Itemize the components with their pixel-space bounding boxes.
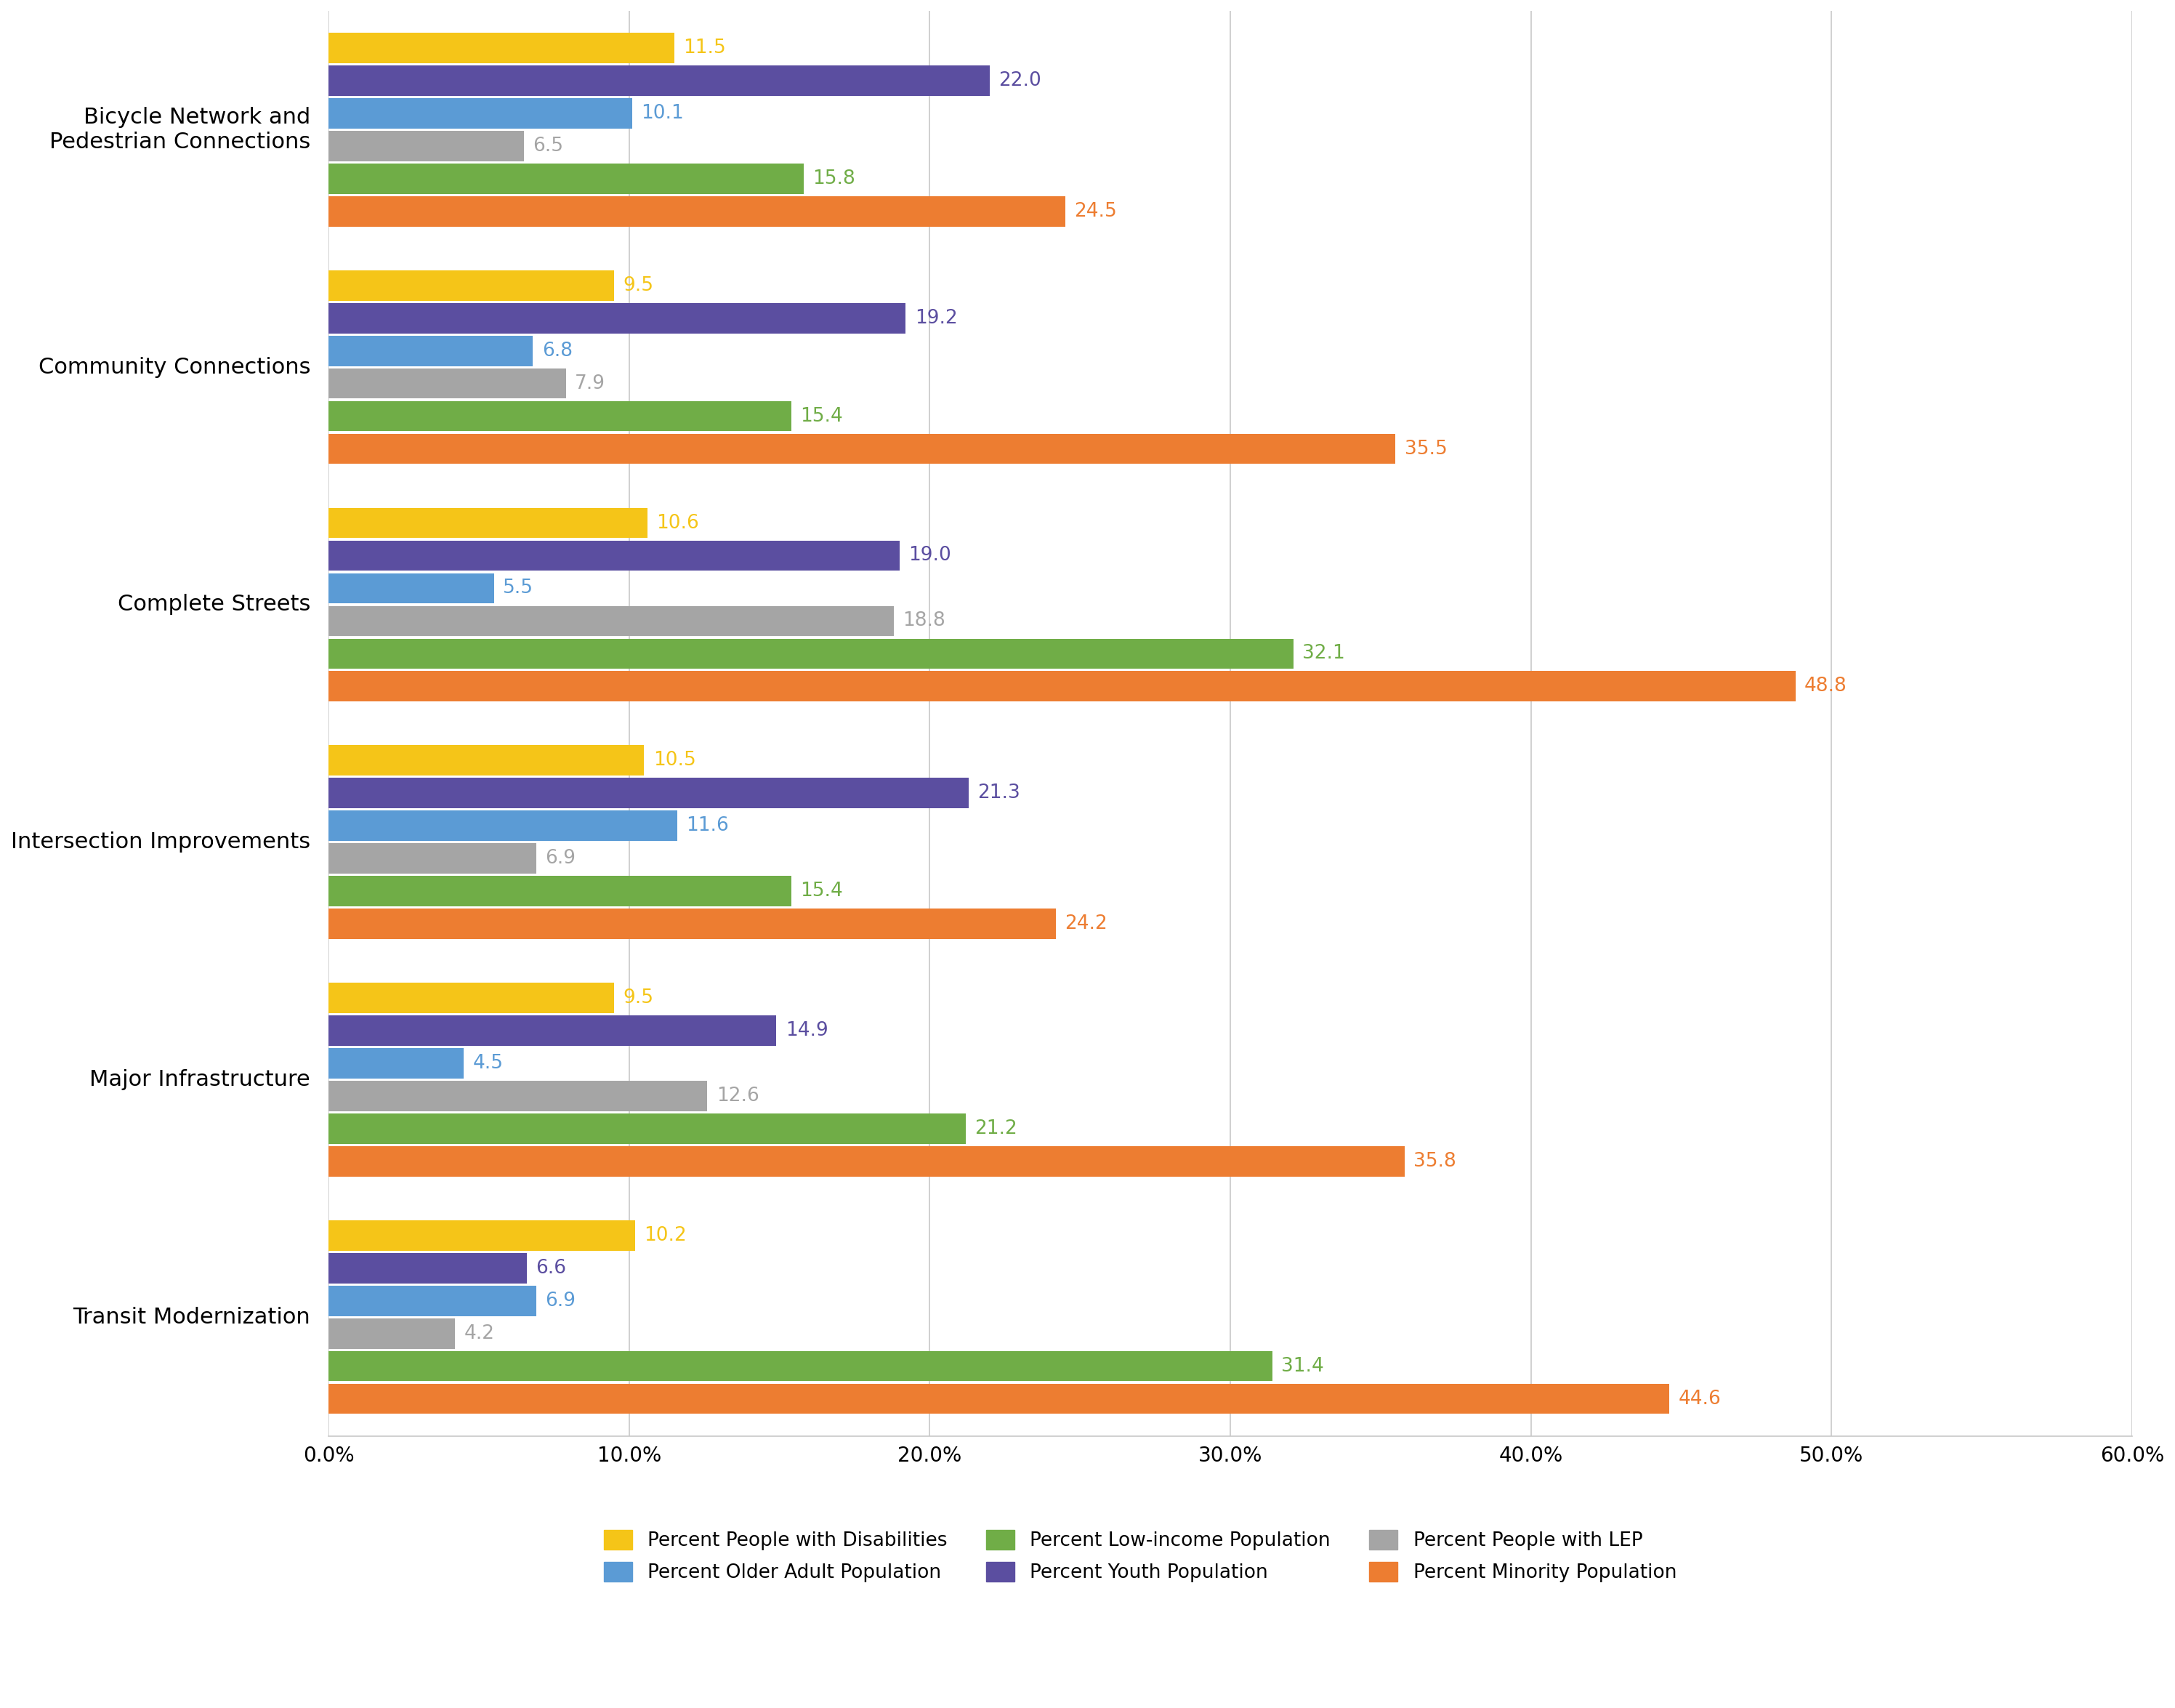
Bar bbox=[328, 745, 644, 775]
Bar bbox=[328, 1286, 535, 1315]
Text: 44.6: 44.6 bbox=[1679, 1389, 1720, 1409]
Text: 19.0: 19.0 bbox=[909, 547, 950, 565]
Bar bbox=[328, 507, 648, 538]
Bar bbox=[328, 1081, 707, 1112]
Text: 11.6: 11.6 bbox=[687, 816, 729, 835]
Text: 24.5: 24.5 bbox=[1074, 202, 1116, 220]
Text: 21.3: 21.3 bbox=[979, 784, 1020, 803]
Text: 6.9: 6.9 bbox=[546, 849, 576, 868]
Bar bbox=[328, 196, 1066, 227]
Bar bbox=[328, 65, 990, 96]
Text: 12.6: 12.6 bbox=[716, 1086, 759, 1105]
Text: 35.5: 35.5 bbox=[1405, 439, 1446, 458]
Bar bbox=[328, 1220, 635, 1250]
Text: 9.5: 9.5 bbox=[622, 989, 655, 1008]
Bar bbox=[328, 671, 1794, 702]
Bar bbox=[328, 777, 968, 808]
Bar bbox=[328, 639, 1294, 670]
Text: 6.6: 6.6 bbox=[535, 1259, 566, 1278]
Bar bbox=[328, 97, 633, 128]
Text: 10.1: 10.1 bbox=[642, 104, 683, 123]
Text: 6.8: 6.8 bbox=[542, 342, 572, 360]
Text: 15.8: 15.8 bbox=[813, 169, 855, 188]
Text: 5.5: 5.5 bbox=[502, 579, 533, 598]
Bar bbox=[328, 844, 535, 873]
Text: 15.4: 15.4 bbox=[800, 407, 844, 425]
Bar bbox=[328, 270, 613, 301]
Text: 22.0: 22.0 bbox=[998, 72, 1042, 91]
Text: 10.2: 10.2 bbox=[644, 1226, 687, 1245]
Text: 32.1: 32.1 bbox=[1303, 644, 1344, 663]
Text: 14.9: 14.9 bbox=[785, 1021, 829, 1040]
Text: 48.8: 48.8 bbox=[1805, 676, 1847, 695]
Text: 10.6: 10.6 bbox=[657, 514, 698, 533]
Bar bbox=[328, 1383, 1668, 1414]
Bar bbox=[328, 401, 792, 432]
Bar bbox=[328, 32, 674, 63]
Text: 15.4: 15.4 bbox=[800, 881, 844, 900]
Bar bbox=[328, 1049, 463, 1078]
Text: 10.5: 10.5 bbox=[652, 752, 696, 770]
Text: 19.2: 19.2 bbox=[916, 309, 957, 328]
Bar bbox=[328, 1114, 966, 1144]
Bar bbox=[328, 1146, 1405, 1177]
Text: 7.9: 7.9 bbox=[574, 374, 605, 393]
Bar bbox=[328, 909, 1055, 939]
Legend: Percent People with Disabilities, Percent Older Adult Population, Percent Low-in: Percent People with Disabilities, Percen… bbox=[596, 1522, 1683, 1590]
Bar bbox=[328, 302, 905, 333]
Bar bbox=[328, 982, 613, 1013]
Bar bbox=[328, 132, 524, 161]
Text: 24.2: 24.2 bbox=[1066, 914, 1107, 933]
Text: 9.5: 9.5 bbox=[622, 277, 655, 295]
Bar bbox=[328, 1319, 455, 1349]
Bar bbox=[328, 1254, 526, 1283]
Text: 4.5: 4.5 bbox=[472, 1054, 502, 1073]
Bar bbox=[328, 1351, 1272, 1382]
Bar bbox=[328, 1016, 776, 1045]
Bar bbox=[328, 369, 566, 398]
Bar bbox=[328, 876, 792, 907]
Bar bbox=[328, 336, 533, 366]
Text: 4.2: 4.2 bbox=[463, 1324, 494, 1342]
Bar bbox=[328, 574, 494, 603]
Text: 18.8: 18.8 bbox=[903, 611, 946, 630]
Bar bbox=[328, 164, 803, 193]
Bar bbox=[328, 434, 1396, 465]
Text: 6.5: 6.5 bbox=[533, 137, 563, 155]
Text: 31.4: 31.4 bbox=[1281, 1356, 1325, 1375]
Bar bbox=[328, 606, 894, 635]
Text: 11.5: 11.5 bbox=[683, 39, 726, 58]
Text: 21.2: 21.2 bbox=[974, 1119, 1018, 1138]
Bar bbox=[328, 540, 900, 570]
Text: 6.9: 6.9 bbox=[546, 1291, 576, 1310]
Bar bbox=[328, 811, 676, 840]
Text: 35.8: 35.8 bbox=[1414, 1151, 1457, 1170]
